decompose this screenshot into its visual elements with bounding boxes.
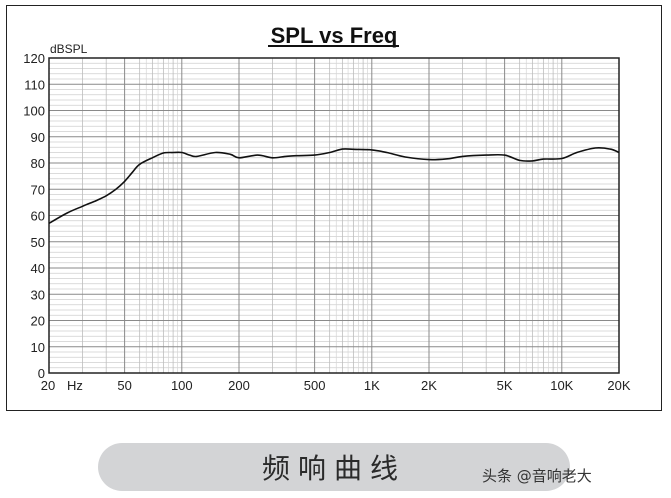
y-tick-label: 30 bbox=[31, 287, 45, 302]
x-axis-unit-label: Hz bbox=[67, 378, 83, 393]
watermark-text: 头条 @音响老大 bbox=[482, 467, 592, 485]
y-tick-label: 100 bbox=[23, 104, 45, 119]
x-tick-label: 20K bbox=[607, 378, 630, 393]
x-tick-label: 1K bbox=[364, 378, 380, 393]
chart-frame bbox=[6, 5, 662, 411]
y-tick-label: 0 bbox=[38, 366, 45, 381]
x-tick-label: 2K bbox=[421, 378, 437, 393]
x-tick-label: 100 bbox=[171, 378, 193, 393]
y-tick-label: 110 bbox=[24, 77, 45, 92]
x-tick-label: 200 bbox=[228, 378, 250, 393]
y-tick-label: 10 bbox=[31, 340, 45, 355]
y-tick-label: 50 bbox=[31, 235, 45, 250]
caption-banner: 频响曲线 bbox=[98, 443, 570, 491]
x-tick-label: 50 bbox=[117, 378, 131, 393]
y-axis-unit-label: dBSPL bbox=[50, 42, 88, 56]
y-tick-label: 90 bbox=[31, 130, 45, 145]
y-tick-label: 80 bbox=[31, 156, 45, 171]
x-tick-label: 20 bbox=[41, 378, 55, 393]
x-tick-label: 5K bbox=[497, 378, 513, 393]
y-tick-label: 60 bbox=[31, 209, 45, 224]
y-axis-tick-labels: 0 10 20 30 40 50 60 70 80 90 100 110 120 bbox=[23, 51, 45, 381]
frequency-response-chart: SPL vs Freq dBSPL 0 10 20 30 40 50 60 70 80 90 100… bbox=[23, 23, 631, 393]
chart-title: SPL vs Freq bbox=[271, 23, 398, 48]
caption-text: 频响曲线 bbox=[261, 452, 406, 485]
x-tick-label: 500 bbox=[304, 378, 326, 393]
x-tick-label: 10K bbox=[550, 378, 573, 393]
x-axis-tick-labels: 20 50 100 200 500 1K 2K 5K 10K 20K bbox=[41, 378, 631, 393]
y-tick-label: 20 bbox=[31, 314, 45, 329]
y-tick-label: 40 bbox=[31, 261, 45, 276]
y-tick-label: 70 bbox=[31, 182, 45, 197]
spl-curve-line bbox=[48, 147, 620, 225]
y-tick-label: 120 bbox=[23, 51, 45, 66]
plot-area-border bbox=[48, 57, 620, 374]
